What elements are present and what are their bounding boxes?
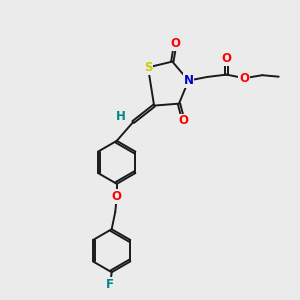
Text: F: F [106, 278, 114, 291]
Text: O: O [221, 52, 231, 65]
Text: O: O [170, 37, 180, 50]
Text: N: N [184, 74, 194, 87]
Text: O: O [112, 190, 122, 203]
Text: S: S [144, 61, 152, 74]
Text: O: O [239, 72, 249, 85]
Text: O: O [178, 115, 188, 128]
Text: H: H [116, 110, 126, 123]
